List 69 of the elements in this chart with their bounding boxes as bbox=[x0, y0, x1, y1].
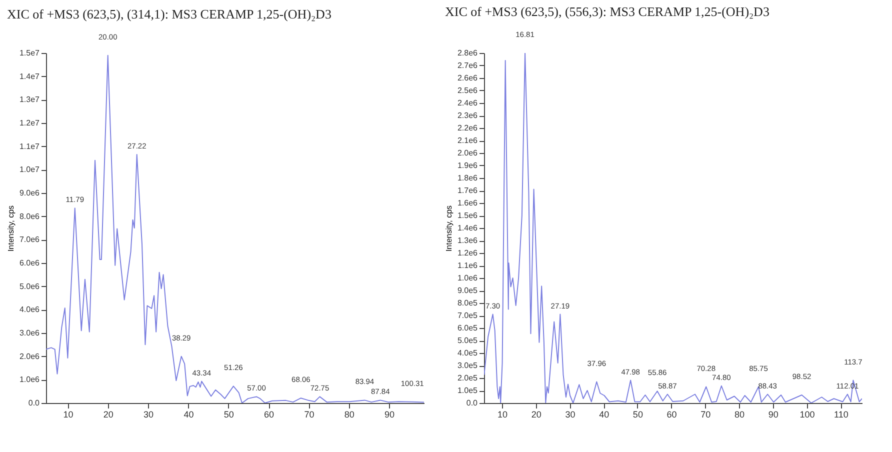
x-tick-label: 70 bbox=[700, 410, 711, 420]
y-tick-label: 1.0e6 bbox=[457, 274, 478, 282]
y-tick-label: 4.0e5 bbox=[457, 348, 478, 358]
x-tick-label: 70 bbox=[304, 410, 314, 420]
x-tick-label: 100 bbox=[800, 410, 815, 420]
x-tick-label: 10 bbox=[63, 410, 74, 420]
y-tick-label: 2.3e6 bbox=[457, 111, 478, 120]
x-tick-label: 90 bbox=[384, 410, 395, 420]
y-tick-label: 6.0e5 bbox=[457, 324, 478, 332]
y-tick-label: 2.1e6 bbox=[457, 136, 478, 145]
y-axis-title: Intensity, cps bbox=[6, 205, 16, 252]
y-tick-label: 1.0e7 bbox=[19, 165, 40, 174]
y-tick-label: 1.8e6 bbox=[457, 174, 478, 182]
y-tick-label: 3.0e6 bbox=[19, 328, 40, 338]
y-tick-label: 1.2e6 bbox=[457, 248, 478, 258]
y-tick-label: 1.3e6 bbox=[457, 236, 478, 245]
y-tick-label: 1.4e6 bbox=[457, 224, 478, 232]
y-tick-label: 1.5e7 bbox=[19, 48, 40, 58]
y-tick-label: 2.4e6 bbox=[457, 98, 478, 108]
y-tick-label: 7.0e6 bbox=[19, 235, 40, 244]
y-tick-label: 0.0 bbox=[28, 398, 40, 408]
y-tick-label: 2.2e6 bbox=[457, 124, 478, 132]
x-tick-label: 40 bbox=[599, 410, 610, 420]
x-tick-label: 90 bbox=[768, 410, 778, 420]
x-tick-label: 80 bbox=[344, 410, 354, 420]
y-tick-label: 2.7e6 bbox=[457, 61, 478, 70]
y-tick-label: 2.0e5 bbox=[457, 374, 478, 382]
x-tick-label: 20 bbox=[531, 410, 542, 420]
x-tick-label: 50 bbox=[632, 410, 643, 420]
y-axis-title: Intensity, cps bbox=[444, 205, 454, 252]
y-tick-label: 1.1e7 bbox=[19, 142, 40, 151]
x-tick-label: 110 bbox=[834, 410, 848, 420]
y-tick-label: 2.0e6 bbox=[19, 352, 40, 361]
x-tick-label: 40 bbox=[184, 410, 194, 420]
y-tick-label: 1.4e7 bbox=[19, 72, 40, 81]
y-tick-label: 4.0e6 bbox=[19, 305, 40, 314]
x-tick-label: 60 bbox=[666, 410, 677, 420]
y-tick-label: 2.0e6 bbox=[457, 148, 478, 158]
chart-title: XIC of +MS3 (623,5), (314,1): MS3 CERAMP 1,25-(OH)₂D3 bbox=[6, 6, 332, 22]
y-tick-label: 1.7e6 bbox=[457, 186, 478, 195]
y-tick-label: 2.6e6 bbox=[457, 74, 478, 82]
y-tick-label: 1.6e6 bbox=[457, 198, 478, 208]
x-tick-label: 30 bbox=[565, 410, 576, 420]
y-tick-label: 1.9e6 bbox=[457, 161, 478, 170]
y-tick-label: 8.0e5 bbox=[457, 298, 478, 308]
y-tick-label: 1.5e6 bbox=[457, 211, 478, 220]
y-tick-label: 6.0e6 bbox=[19, 258, 40, 268]
y-tick-label: 9.0e6 bbox=[19, 188, 40, 198]
x-tick-label: 60 bbox=[264, 410, 274, 420]
x-tick-label: 10 bbox=[497, 410, 508, 420]
y-tick-label: 3.0e5 bbox=[457, 361, 478, 370]
y-tick-label: 5.0e5 bbox=[457, 336, 478, 345]
x-tick-label: 20 bbox=[103, 410, 114, 420]
y-tick-label: 1.3e7 bbox=[19, 95, 40, 104]
y-tick-label: 1.0e6 bbox=[19, 375, 40, 384]
y-tick-label: 1.1e6 bbox=[457, 261, 478, 270]
y-tick-label: 9.0e5 bbox=[457, 286, 478, 295]
y-tick-label: 2.5e6 bbox=[457, 86, 478, 95]
y-tick-label: 7.0e5 bbox=[457, 311, 478, 320]
y-tick-label: 1.0e5 bbox=[457, 386, 478, 395]
y-tick-label: 2.8e6 bbox=[457, 48, 478, 58]
y-tick-label: 0.0 bbox=[466, 398, 478, 408]
x-tick-label: 30 bbox=[144, 410, 154, 420]
x-tick-label: 50 bbox=[224, 410, 234, 420]
x-tick-label: 80 bbox=[734, 410, 745, 420]
y-tick-label: 5.0e6 bbox=[19, 282, 40, 291]
chart-title: XIC of +MS3 (623,5), (556,3): MS3 CERAMP 1,25-(OH)₂D3 bbox=[444, 4, 770, 19]
y-tick-label: 1.2e7 bbox=[19, 118, 40, 128]
y-tick-label: 8.0e6 bbox=[19, 212, 40, 221]
